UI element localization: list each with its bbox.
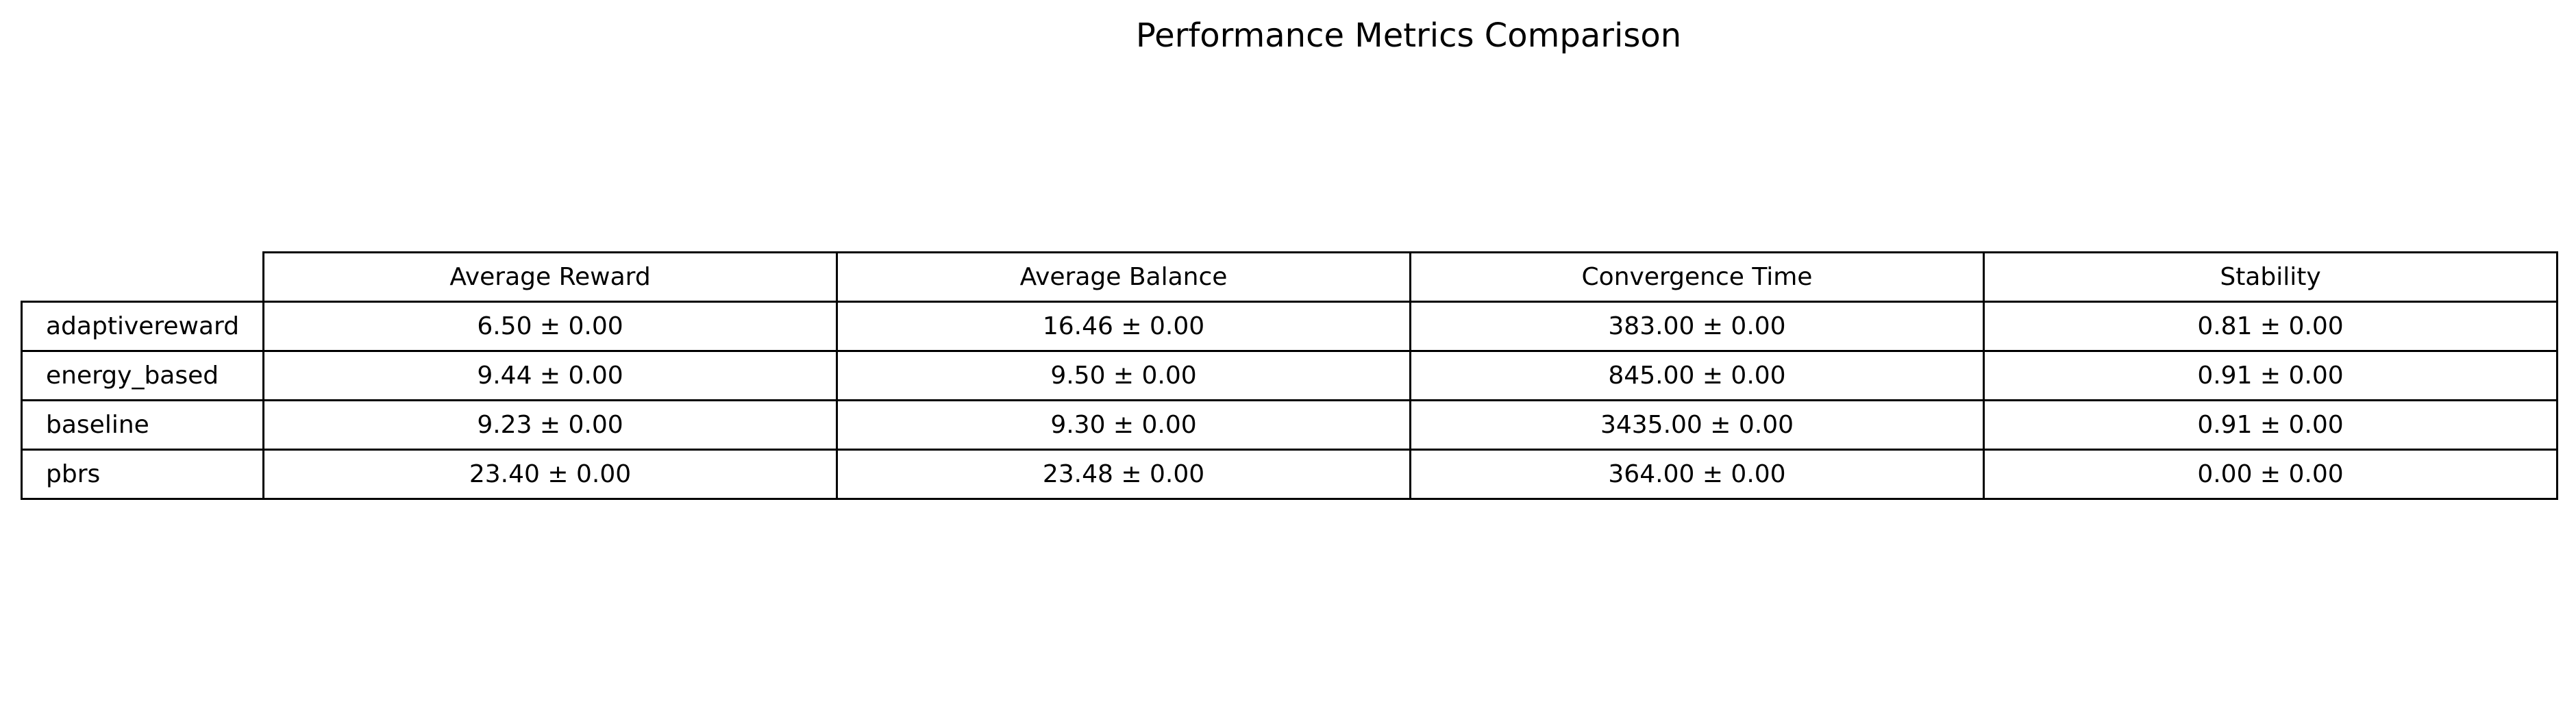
- table-cell-average-reward: 23.40 ± 0.00: [262, 449, 838, 500]
- table-cell-average-balance: 9.30 ± 0.00: [836, 399, 1411, 451]
- table-cell-average-balance: 9.50 ± 0.00: [836, 350, 1411, 401]
- table-cell-stability: 0.81 ± 0.00: [1983, 301, 2558, 352]
- header-row: Average Reward Average Balance Convergen…: [21, 251, 2558, 303]
- table-cell-convergence-time: 383.00 ± 0.00: [1409, 301, 1985, 352]
- row-header: energy_based: [21, 350, 264, 401]
- table-cell-average-balance: 16.46 ± 0.00: [836, 301, 1411, 352]
- table-body: adaptivereward 6.50 ± 0.00 16.46 ± 0.00 383…: [21, 301, 2558, 500]
- table-cell-average-reward: 9.44 ± 0.00: [262, 350, 838, 401]
- column-header-stability: Stability: [1983, 251, 2558, 303]
- table-cell-stability: 0.91 ± 0.00: [1983, 399, 2558, 451]
- table-cell-average-reward: 9.23 ± 0.00: [262, 399, 838, 451]
- row-header: baseline: [21, 399, 264, 451]
- row-header: adaptivereward: [21, 301, 264, 352]
- table-cell-convergence-time: 364.00 ± 0.00: [1409, 449, 1985, 500]
- table-row: pbrs 23.40 ± 0.00 23.48 ± 0.00 364.00 ± 0.0…: [21, 449, 2558, 500]
- metrics-table: Average Reward Average Balance Convergen…: [21, 251, 2558, 500]
- table-row: energy_based 9.44 ± 0.00 9.50 ± 0.00 845.00…: [21, 350, 2558, 401]
- table-cell-stability: 0.00 ± 0.00: [1983, 449, 2558, 500]
- table-row: adaptivereward 6.50 ± 0.00 16.46 ± 0.00 383…: [21, 301, 2558, 352]
- column-header-convergence-time: Convergence Time: [1409, 251, 1985, 303]
- column-header-average-balance: Average Balance: [836, 251, 1411, 303]
- table-cell-convergence-time: 3435.00 ± 0.00: [1409, 399, 1985, 451]
- column-header-average-reward: Average Reward: [262, 251, 838, 303]
- corner-cell: [21, 252, 264, 303]
- table-header: Average Reward Average Balance Convergen…: [21, 251, 2558, 303]
- chart-title: Performance Metrics Comparison: [1135, 16, 1682, 55]
- table-cell-convergence-time: 845.00 ± 0.00: [1409, 350, 1985, 401]
- table-row: baseline 9.23 ± 0.00 9.30 ± 0.00 3435.00 ± …: [21, 399, 2558, 451]
- row-header: pbrs: [21, 449, 264, 500]
- table-cell-average-reward: 6.50 ± 0.00: [262, 301, 838, 352]
- table-cell-average-balance: 23.48 ± 0.00: [836, 449, 1411, 500]
- table-cell-stability: 0.91 ± 0.00: [1983, 350, 2558, 401]
